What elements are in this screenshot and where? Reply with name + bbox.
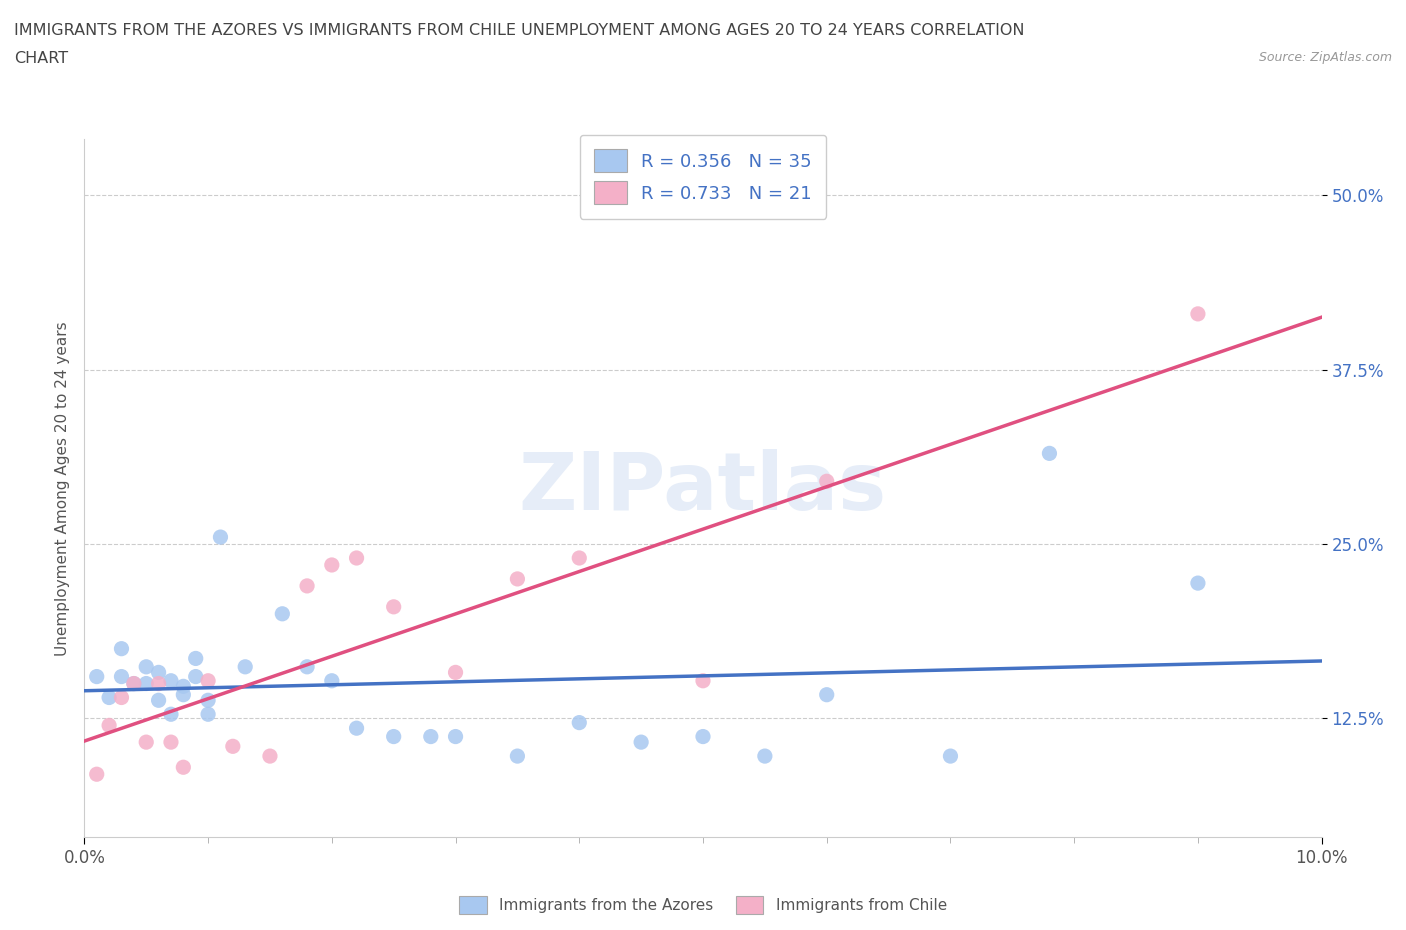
Point: [346, 551, 368, 565]
Point: [444, 729, 467, 744]
Point: [939, 749, 962, 764]
Point: [148, 665, 170, 680]
Point: [160, 673, 183, 688]
Point: [692, 673, 714, 688]
Point: [197, 693, 219, 708]
Point: [148, 676, 170, 691]
Point: [148, 693, 170, 708]
Point: [98, 718, 121, 733]
Point: [122, 676, 145, 691]
Point: [197, 673, 219, 688]
Point: [321, 558, 343, 573]
Point: [295, 578, 318, 593]
Legend: Immigrants from the Azores, Immigrants from Chile: Immigrants from the Azores, Immigrants f…: [453, 890, 953, 920]
Point: [271, 606, 294, 621]
Point: [692, 729, 714, 744]
Point: [135, 676, 157, 691]
Point: [754, 749, 776, 764]
Point: [444, 665, 467, 680]
Point: [135, 659, 157, 674]
Text: ZIPatlas: ZIPatlas: [519, 449, 887, 527]
Point: [135, 735, 157, 750]
Point: [419, 729, 441, 744]
Point: [346, 721, 368, 736]
Point: [222, 738, 245, 753]
Point: [122, 676, 145, 691]
Point: [98, 690, 121, 705]
Point: [110, 690, 132, 705]
Point: [815, 474, 838, 489]
Point: [815, 687, 838, 702]
Point: [172, 760, 194, 775]
Text: Source: ZipAtlas.com: Source: ZipAtlas.com: [1258, 51, 1392, 64]
Point: [382, 600, 405, 615]
Point: [321, 673, 343, 688]
Point: [630, 735, 652, 750]
Point: [172, 679, 194, 694]
Text: CHART: CHART: [14, 51, 67, 66]
Point: [506, 749, 529, 764]
Point: [160, 707, 183, 722]
Point: [295, 659, 318, 674]
Point: [184, 651, 207, 666]
Point: [568, 715, 591, 730]
Point: [233, 659, 256, 674]
Point: [86, 766, 108, 781]
Point: [197, 707, 219, 722]
Point: [382, 729, 405, 744]
Point: [506, 571, 529, 587]
Point: [110, 642, 132, 657]
Point: [184, 670, 207, 684]
Point: [259, 749, 281, 764]
Point: [1187, 307, 1209, 322]
Y-axis label: Unemployment Among Ages 20 to 24 years: Unemployment Among Ages 20 to 24 years: [55, 321, 70, 656]
Point: [110, 670, 132, 684]
Point: [1038, 446, 1060, 461]
Point: [172, 687, 194, 702]
Point: [1187, 576, 1209, 591]
Point: [568, 551, 591, 565]
Point: [209, 530, 232, 545]
Point: [160, 735, 183, 750]
Text: IMMIGRANTS FROM THE AZORES VS IMMIGRANTS FROM CHILE UNEMPLOYMENT AMONG AGES 20 T: IMMIGRANTS FROM THE AZORES VS IMMIGRANTS…: [14, 23, 1025, 38]
Point: [86, 670, 108, 684]
